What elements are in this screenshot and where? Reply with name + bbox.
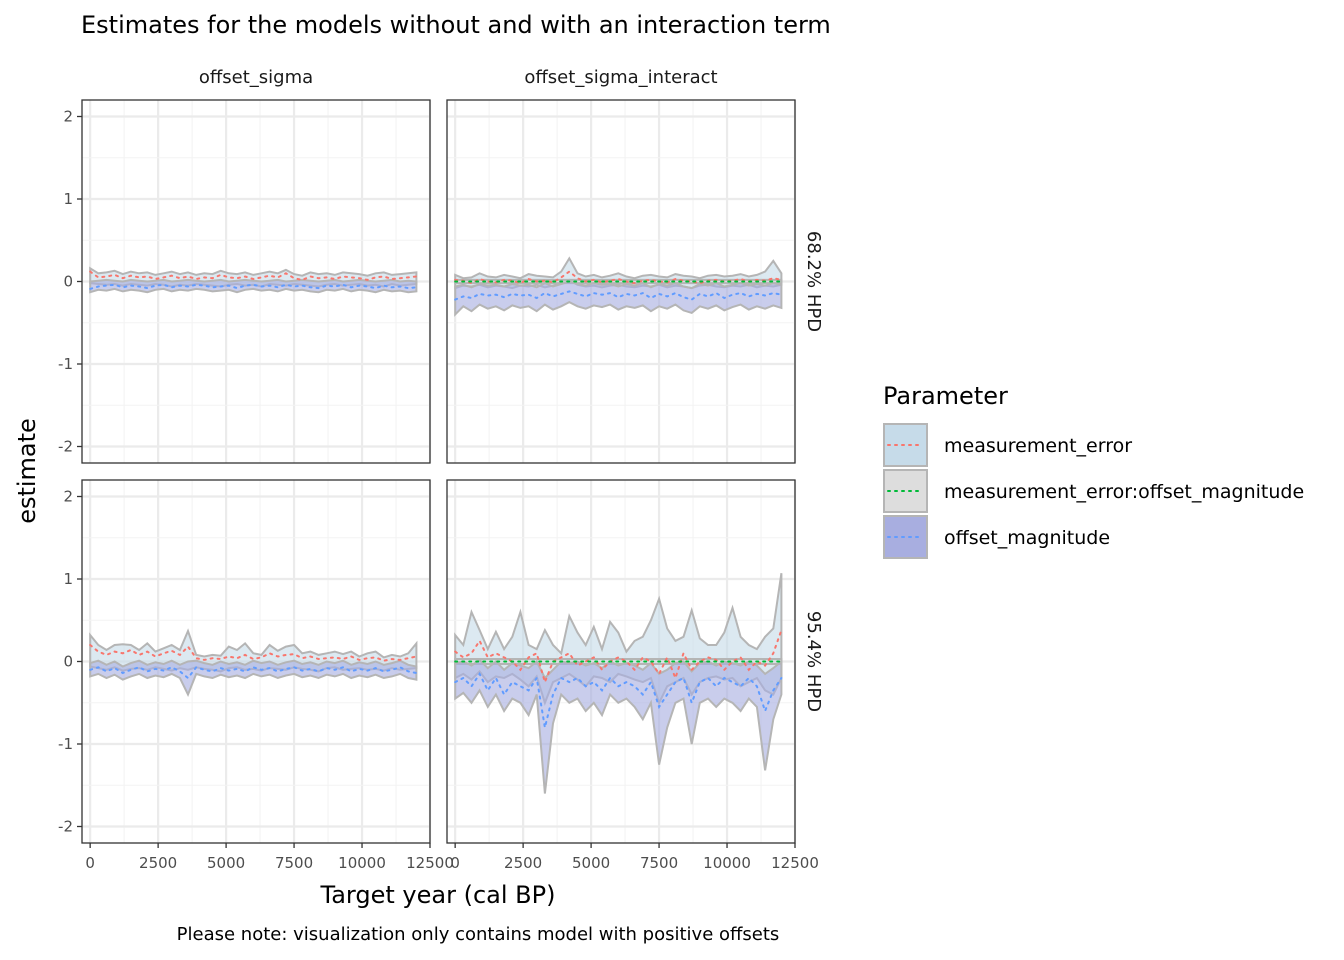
y-tick-label: 1 (63, 570, 73, 588)
legend-title: Parameter (883, 382, 1008, 410)
x-tick-label: 7500 (640, 854, 678, 872)
x-tick-label: 10000 (703, 854, 751, 872)
x-tick-label: 0 (450, 854, 460, 872)
panel-data (454, 256, 783, 317)
estimate-line-offset_magnitude (454, 671, 783, 728)
panel-border (446, 99, 796, 464)
legend-key-fill (883, 515, 928, 559)
estimate-line-measurement_error (454, 629, 783, 686)
panel (446, 99, 797, 464)
legend-label: measurement_error (944, 435, 1132, 457)
legend-label: offset_magnitude (944, 527, 1110, 549)
y-axis-title: estimate (13, 418, 41, 524)
legend-key (883, 423, 928, 467)
legend-key-fill (883, 423, 928, 467)
legend-key (883, 469, 928, 513)
panel: 0 2500 5000 7500 10000 12500 (446, 479, 819, 872)
panel: -2 -1 0 1 2 (58, 99, 432, 464)
x-tick-label: 10000 (338, 854, 386, 872)
y-tick-label: 1 (63, 190, 73, 208)
y-tick-label: -1 (58, 355, 73, 373)
legend: Parameter measurement_error measurement_e… (883, 382, 1304, 559)
panel-data (454, 573, 783, 794)
chart-title: Estimates for the models without and wit… (81, 11, 831, 39)
x-tick-label: 2500 (139, 854, 177, 872)
y-tick-label: 2 (63, 108, 73, 126)
estimate-line-measurement_error (89, 644, 418, 662)
y-tick-label: -2 (58, 438, 73, 456)
panel-border (446, 479, 796, 844)
y-tick-label: 2 (63, 488, 73, 506)
legend-key (883, 515, 928, 559)
facet-column-label: offset_sigma (199, 67, 313, 88)
legend-key-fill (883, 469, 928, 513)
x-tick-label: 0 (85, 854, 95, 872)
chart-caption: Please note: visualization only contains… (177, 924, 780, 945)
y-tick-label: 0 (63, 653, 73, 671)
x-tick-label: 7500 (275, 854, 313, 872)
x-tick-label: 12500 (406, 854, 454, 872)
x-tick-label: 5000 (572, 854, 610, 872)
estimate-line-measurement_error (454, 270, 783, 285)
panel: -2 -1 0 1 2 0 2500 5000 7500 10000 12500 (58, 479, 454, 872)
facet-panels: offset_sigma offset_sigma_interact 68.2% H… (58, 67, 824, 872)
panel-data (89, 266, 418, 294)
panel-data (89, 628, 418, 697)
legend-label: measurement_error:offset_magnitude (944, 481, 1304, 503)
ribbon-offset_magnitude (89, 278, 418, 294)
x-tick-label: 12500 (771, 854, 819, 872)
x-tick-label: 2500 (504, 854, 542, 872)
ribbon-offset_magnitude (454, 280, 783, 317)
x-tick-label: 5000 (207, 854, 245, 872)
facet-row-label: 95.4% HPD (803, 611, 824, 712)
ribbon-offset_magnitude (454, 658, 783, 794)
estimate-line-measurement_error (89, 270, 418, 281)
facet-column-label: offset_sigma_interact (524, 67, 717, 88)
y-tick-label: 0 (63, 273, 73, 291)
estimate-line-offset_magnitude (89, 666, 418, 680)
estimate-line-offset_magnitude (454, 290, 783, 301)
y-tick-label: -2 (58, 818, 73, 836)
estimate-line-offset_magnitude (89, 283, 418, 290)
x-axis-title: Target year (cal BP) (320, 881, 556, 909)
facet-row-label: 68.2% HPD (803, 231, 824, 332)
y-tick-label: -1 (58, 735, 73, 753)
